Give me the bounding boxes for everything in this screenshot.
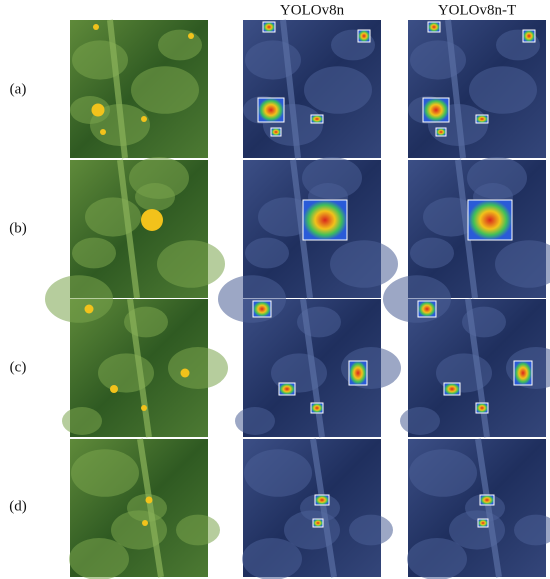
row-label: (d): [9, 498, 27, 514]
stem: [455, 159, 478, 299]
heat-box: [314, 494, 330, 506]
stem: [280, 19, 301, 159]
heat-box: [422, 97, 450, 123]
heat-box: [310, 114, 324, 124]
heat-box: [302, 199, 348, 241]
flower: [142, 520, 148, 526]
leaf: [127, 494, 167, 522]
leaf: [176, 514, 220, 546]
heat-box: [278, 382, 296, 396]
leaf: [85, 197, 141, 237]
leaf: [70, 96, 110, 124]
leaf: [330, 240, 398, 288]
leaf: [72, 237, 116, 269]
leaf: [410, 237, 454, 269]
leaf: [71, 449, 139, 497]
heat-box: [257, 97, 285, 123]
heat-box: [348, 360, 368, 386]
leaf: [157, 240, 225, 288]
leaf: [242, 538, 302, 579]
stem: [300, 298, 325, 438]
leaf: [409, 449, 477, 497]
flower: [93, 24, 99, 30]
leaf: [69, 538, 129, 579]
stem: [310, 438, 337, 578]
stem: [445, 19, 466, 159]
flower: [141, 405, 147, 411]
stem: [290, 159, 313, 299]
leaf: [469, 66, 537, 114]
stem: [117, 159, 140, 299]
heat-box: [477, 518, 489, 528]
leaf: [45, 275, 113, 323]
leaf: [98, 353, 154, 393]
stem: [137, 438, 164, 578]
leaf: [304, 66, 372, 114]
heat-box: [357, 29, 371, 43]
leaf: [400, 407, 440, 435]
leaf: [300, 494, 340, 522]
column-header: YOLOv8n: [280, 2, 345, 18]
leaf: [218, 275, 286, 323]
heat-box: [435, 127, 447, 137]
stem: [127, 298, 152, 438]
heat-box: [467, 199, 513, 241]
leaf: [72, 40, 128, 80]
heat-box: [252, 300, 272, 318]
leaf: [495, 240, 550, 288]
column-header: YOLOv8n-T: [438, 2, 516, 18]
stem: [475, 438, 502, 578]
leaf: [410, 40, 466, 80]
row-label: (b): [9, 220, 27, 236]
heat-box: [417, 300, 437, 318]
heat-box: [475, 402, 489, 414]
heat-box: [310, 402, 324, 414]
flower: [145, 496, 153, 504]
leaf: [131, 66, 199, 114]
leaf: [62, 407, 102, 435]
leaf: [349, 514, 393, 546]
heat-box: [312, 518, 324, 528]
heat-box: [443, 382, 461, 396]
leaf: [244, 449, 312, 497]
flower: [141, 116, 147, 122]
heat-box: [522, 29, 536, 43]
flower: [100, 129, 106, 135]
heat-box: [475, 114, 489, 124]
leaf: [465, 494, 505, 522]
heat-box: [270, 127, 282, 137]
flower: [180, 368, 190, 378]
leaf: [245, 237, 289, 269]
flower: [84, 304, 94, 314]
leaf: [158, 29, 202, 61]
flower: [188, 33, 194, 39]
stem: [465, 298, 490, 438]
leaf: [514, 514, 550, 546]
flower: [110, 385, 118, 393]
row-label: (c): [10, 359, 27, 375]
flower: [91, 103, 105, 117]
flower: [141, 209, 163, 231]
leaf: [135, 183, 175, 211]
heat-box: [513, 360, 533, 386]
heat-box: [427, 21, 441, 33]
leaf: [383, 275, 451, 323]
heat-box: [479, 494, 495, 506]
leaf: [168, 347, 228, 389]
leaf: [407, 538, 467, 579]
heat-box: [262, 21, 276, 33]
leaf: [245, 40, 301, 80]
row-label: (a): [10, 81, 27, 97]
leaf: [235, 407, 275, 435]
stem: [107, 19, 128, 159]
